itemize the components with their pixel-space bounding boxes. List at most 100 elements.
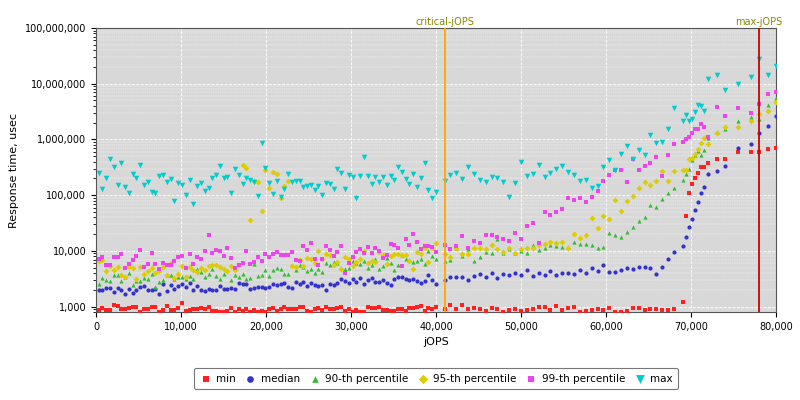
max (731, 81, 744, 87)
median (198, 288, 211, 294)
90-th percentile (229, 272, 242, 278)
max (248, 179, 261, 185)
median (614, 266, 627, 273)
max (632, 147, 645, 153)
95-th percentile (426, 245, 438, 252)
min (293, 304, 306, 310)
max (579, 177, 592, 183)
min (305, 309, 318, 315)
99-th percentile (509, 230, 522, 236)
95-th percentile (118, 274, 131, 280)
min (526, 306, 539, 312)
99-th percentile (225, 255, 238, 261)
min (609, 309, 622, 315)
median (342, 280, 355, 287)
95-th percentile (485, 242, 498, 248)
90-th percentile (301, 268, 314, 274)
95-th percentile (236, 162, 249, 169)
99-th percentile (694, 120, 707, 127)
median (591, 267, 604, 274)
90-th percentile (327, 259, 340, 266)
median (731, 145, 744, 151)
min (233, 306, 246, 312)
max (251, 193, 264, 199)
max (316, 192, 329, 198)
max (392, 164, 405, 170)
99-th percentile (462, 244, 474, 251)
median (621, 264, 634, 271)
min (656, 307, 669, 314)
90-th percentile (418, 260, 431, 267)
99-th percentile (320, 242, 333, 249)
min (312, 304, 325, 311)
min (467, 304, 480, 311)
95-th percentile (395, 252, 408, 258)
max (474, 177, 486, 183)
min (479, 307, 492, 314)
min (574, 309, 586, 315)
90-th percentile (691, 148, 704, 154)
max (710, 72, 723, 78)
99-th percentile (346, 254, 359, 260)
99-th percentile (179, 265, 192, 271)
median (638, 264, 651, 270)
median (650, 270, 662, 277)
95-th percentile (609, 197, 622, 203)
median (384, 282, 397, 288)
median (662, 256, 674, 262)
max (597, 164, 610, 170)
min (244, 309, 257, 315)
90-th percentile (153, 279, 166, 285)
max (656, 139, 669, 145)
max (190, 182, 203, 189)
90-th percentile (753, 116, 766, 122)
99-th percentile (153, 266, 166, 272)
99-th percentile (266, 250, 279, 257)
95-th percentile (591, 224, 604, 231)
median (358, 280, 370, 287)
min (579, 308, 592, 314)
median (290, 278, 302, 285)
min (236, 308, 249, 314)
median (278, 280, 290, 286)
max (514, 158, 527, 165)
99-th percentile (342, 260, 355, 267)
max (422, 187, 435, 193)
median (362, 277, 374, 283)
95-th percentile (656, 168, 669, 174)
max (168, 198, 181, 204)
min (194, 305, 207, 311)
95-th percentile (134, 264, 146, 271)
median (316, 282, 329, 289)
90-th percentile (403, 256, 416, 263)
min (202, 303, 215, 310)
95-th percentile (444, 254, 457, 260)
max (373, 179, 386, 185)
max (418, 160, 431, 166)
95-th percentile (388, 250, 401, 257)
median (567, 271, 580, 278)
95-th percentile (266, 169, 279, 176)
90-th percentile (168, 275, 181, 282)
90-th percentile (744, 114, 757, 121)
median (240, 280, 253, 287)
90-th percentile (407, 259, 420, 265)
min (198, 306, 211, 312)
95-th percentile (240, 165, 253, 171)
median (497, 270, 510, 277)
min (270, 308, 283, 314)
median (305, 280, 318, 286)
95-th percentile (682, 156, 695, 162)
90-th percentile (248, 261, 261, 267)
99-th percentile (691, 126, 704, 132)
90-th percentile (175, 274, 188, 280)
min (373, 304, 386, 310)
min (130, 304, 143, 310)
min (550, 303, 562, 309)
median (183, 280, 196, 286)
max (111, 182, 124, 188)
max (240, 174, 253, 181)
95-th percentile (274, 194, 287, 201)
95-th percentile (544, 239, 557, 246)
min (96, 305, 109, 312)
